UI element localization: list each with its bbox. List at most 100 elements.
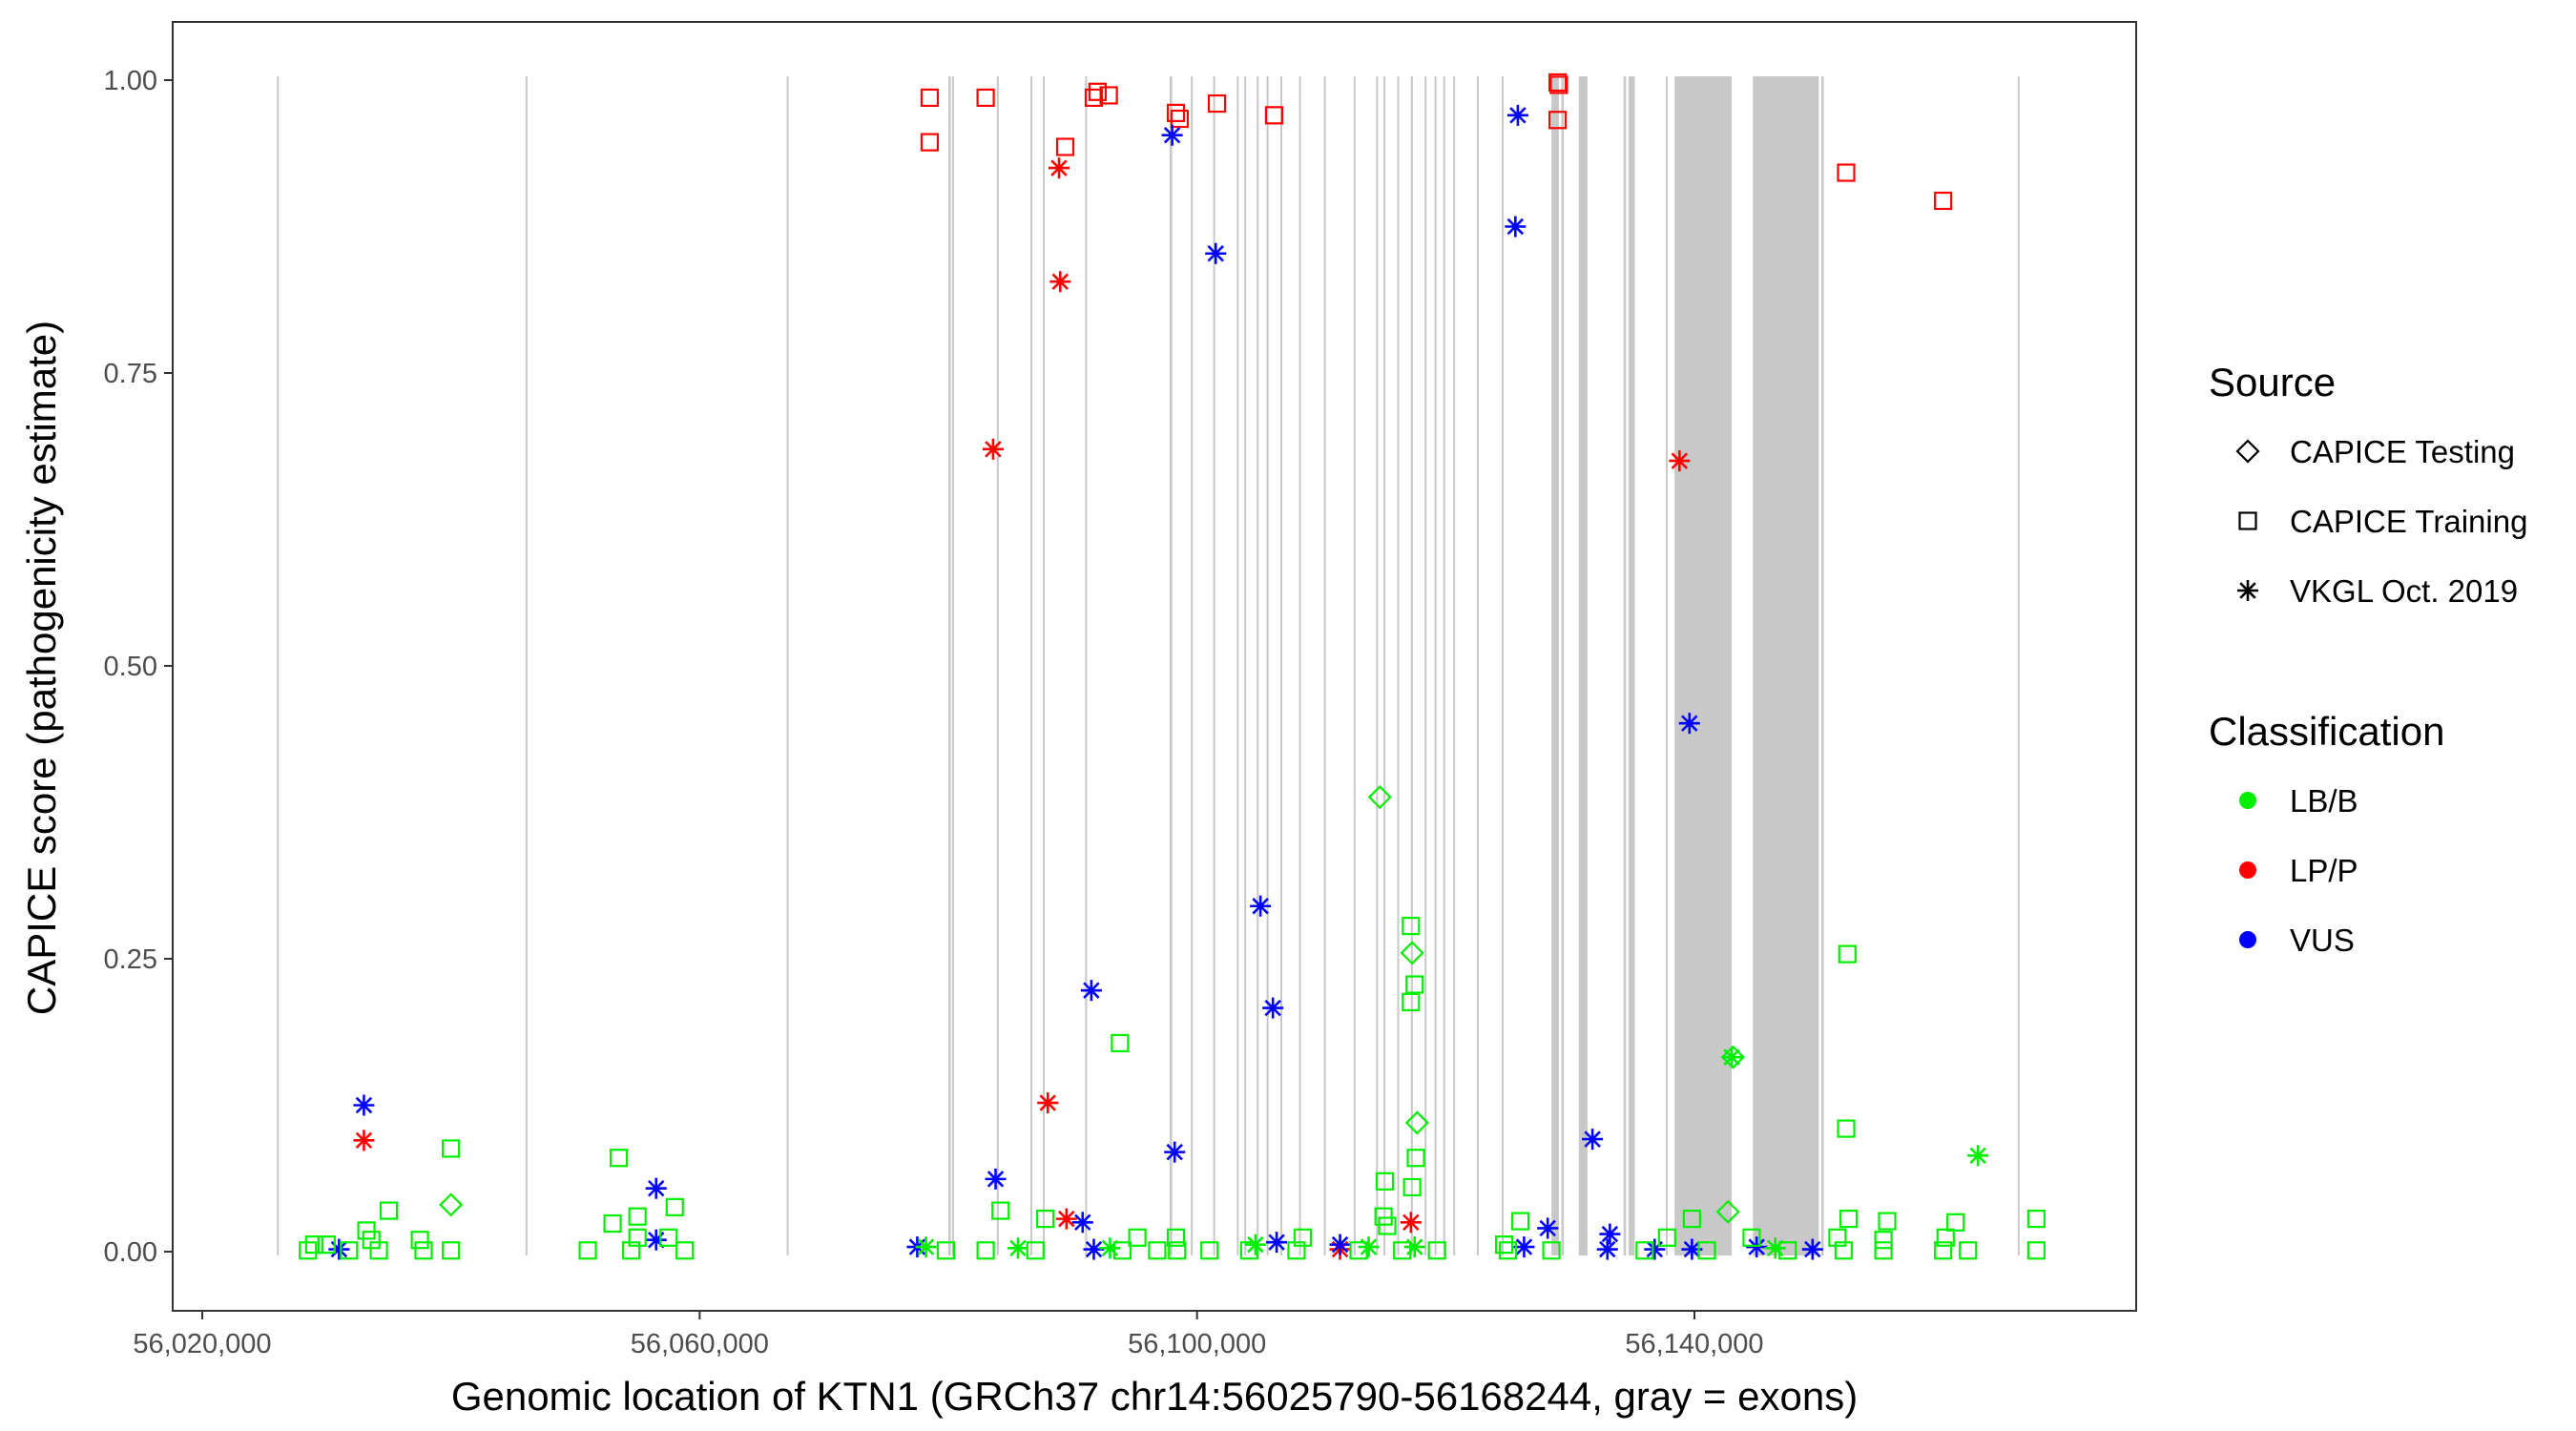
data-point [1697, 1241, 1716, 1260]
data-point [1205, 242, 1227, 264]
legend-class-key-mark [2239, 861, 2256, 879]
data-point-mark [1838, 944, 1857, 964]
data-point [920, 88, 940, 108]
data-point-mark [304, 1235, 323, 1255]
data-point [1128, 1228, 1147, 1247]
data-point [1293, 1228, 1313, 1247]
exon-band [1244, 76, 1247, 1255]
data-point-mark [1293, 1228, 1313, 1247]
data-point-mark [340, 1241, 359, 1260]
data-point [1746, 1236, 1768, 1258]
exon-band [1623, 76, 1627, 1255]
data-point-mark [1239, 1241, 1259, 1260]
exon-band [1266, 76, 1269, 1255]
data-point [1715, 1199, 1740, 1224]
data-point-mark [1207, 93, 1227, 114]
data-point [353, 1130, 375, 1151]
data-point [1778, 1241, 1797, 1260]
exon-band [1085, 76, 1088, 1255]
data-point-mark [1111, 1033, 1130, 1053]
data-point-mark [410, 1231, 429, 1250]
data-point [1400, 941, 1424, 965]
exon-band [1453, 76, 1456, 1255]
exon-band [1753, 76, 1819, 1255]
data-point-mark [1839, 1210, 1859, 1229]
data-point [410, 1231, 429, 1250]
data-point [1510, 1212, 1530, 1231]
data-point-stroke [1360, 1238, 1378, 1255]
data-point-stroke [1163, 126, 1181, 144]
data-point [2026, 1210, 2046, 1229]
data-point [1250, 895, 1272, 917]
data-point-mark [2026, 1241, 2046, 1260]
legend-class-key-mark [2239, 792, 2256, 809]
legend-source-label: VKGL Oct. 2019 [2290, 573, 2518, 609]
data-point [1007, 1237, 1028, 1259]
data-point-mark [1170, 109, 1190, 129]
data-point-mark [1635, 1241, 1654, 1260]
data-point-mark [369, 1241, 388, 1260]
data-point-stroke [1247, 1235, 1264, 1254]
data-point [1406, 1149, 1425, 1168]
data-point [1874, 1231, 1893, 1250]
data-point [982, 438, 1004, 460]
data-point-mark [442, 1241, 461, 1260]
y-tick-label: 0.00 [104, 1237, 157, 1268]
legend-class-key-mark [2239, 931, 2256, 948]
y-tick-label: 1.00 [104, 66, 157, 96]
data-point-stroke [1051, 273, 1070, 290]
data-point [1542, 1241, 1561, 1260]
data-point [1084, 88, 1104, 108]
data-point-mark [1715, 1199, 1740, 1224]
legend-classification-title: Classification [2209, 709, 2444, 754]
data-point-stroke [330, 1240, 348, 1258]
legend: Source Classification CAPICE Testing CAPI… [2209, 360, 2527, 958]
exon-band [1043, 76, 1046, 1255]
data-point-stroke [1969, 1147, 1986, 1165]
data-point-stroke [1058, 1210, 1075, 1228]
data-point [1878, 1212, 1897, 1231]
data-point [1170, 109, 1190, 129]
data-point [1498, 1241, 1518, 1260]
data-point-mark [1720, 1045, 1745, 1069]
data-point-mark [1778, 1241, 1797, 1260]
data-point-stroke [355, 1131, 373, 1150]
data-point [936, 1241, 955, 1260]
data-point-mark [1166, 103, 1186, 122]
data-point [1721, 1047, 1743, 1068]
data-point-stroke [987, 1171, 1005, 1188]
legend-source-key-mark [2238, 511, 2257, 530]
data-point-stroke [1039, 1094, 1056, 1111]
data-point [1055, 137, 1075, 156]
data-point-mark [1402, 992, 1421, 1012]
data-point-mark [414, 1241, 433, 1260]
data-point-stroke [1083, 982, 1100, 999]
data-point-stroke [1804, 1240, 1821, 1258]
exon-band [1257, 76, 1259, 1255]
exon-band [948, 76, 951, 1255]
data-point [1657, 1228, 1676, 1247]
data-point-stroke [647, 1179, 665, 1197]
data-point [1374, 1207, 1393, 1226]
data-point [1967, 1145, 1989, 1167]
data-point [1200, 1241, 1219, 1260]
axes: 0.00 0.25 0.50 0.75 1.00 56,020,000 56,060,000… [104, 66, 1764, 1359]
data-point-mark [1406, 1149, 1425, 1168]
y-tick-label: 0.25 [104, 944, 157, 975]
data-point [2026, 1241, 2046, 1260]
data-point [1837, 163, 1856, 182]
exon-band [1424, 76, 1427, 1255]
exon-band [951, 76, 954, 1255]
data-point-stroke [1085, 1240, 1103, 1258]
data-point [1959, 1241, 1978, 1260]
data-point-mark [1402, 917, 1421, 936]
data-point [1026, 1241, 1045, 1260]
data-point-mark [578, 1241, 597, 1260]
exon-band [1666, 76, 1669, 1255]
data-point-mark [1878, 1212, 1897, 1231]
data-point-stroke [1748, 1238, 1765, 1255]
data-point [1839, 1210, 1859, 1229]
data-point [1405, 975, 1424, 994]
data-point [1764, 1237, 1786, 1259]
data-point [1264, 106, 1284, 125]
